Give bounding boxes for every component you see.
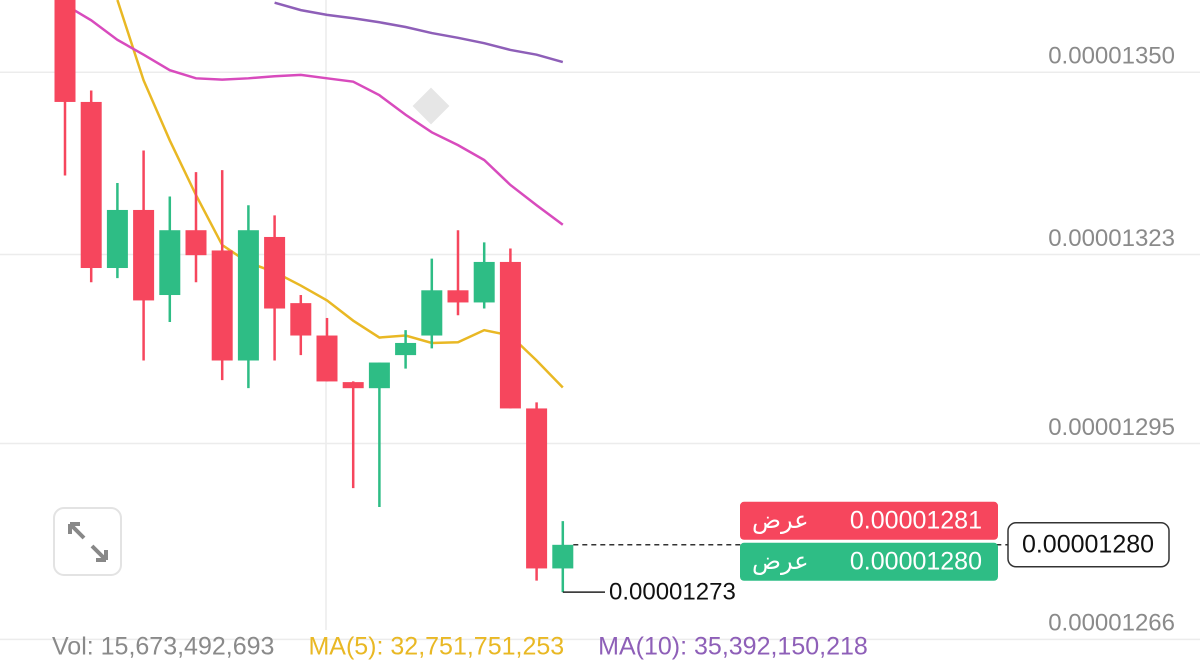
ma-line <box>274 1 564 64</box>
y-tick-label: 0.00001266 <box>1048 610 1175 637</box>
y-tick-label: 0.00001295 <box>1048 414 1175 441</box>
footer-stat: Vol: 15,673,492,693 <box>52 633 274 661</box>
order-price: 0.00001280 <box>850 547 982 575</box>
candle-body <box>447 290 469 303</box>
watermark-logo <box>412 87 450 125</box>
order-side: عرض <box>752 548 809 575</box>
candle-body <box>290 303 312 336</box>
y-tick-label: 0.00001323 <box>1048 225 1175 252</box>
ma-line <box>116 0 564 389</box>
candle-body <box>395 342 417 356</box>
ma-line <box>64 3 564 226</box>
candle-body <box>264 236 286 309</box>
candle-body <box>368 362 390 389</box>
candle-body <box>526 408 548 569</box>
candle-body <box>473 261 495 303</box>
candle-body <box>237 230 259 361</box>
candle-body <box>133 209 155 301</box>
candle-body <box>342 382 364 389</box>
candle-body <box>211 250 233 361</box>
low-label: 0.00001273 <box>609 578 736 605</box>
order-label-box <box>740 501 998 540</box>
candle-body <box>106 209 128 269</box>
current-price-box <box>1007 522 1170 568</box>
candle-body <box>316 335 338 382</box>
candle-body <box>499 261 521 409</box>
candle-body <box>159 230 181 296</box>
candle-body <box>185 230 207 256</box>
footer-stat: MA(10): 35,392,150,218 <box>598 633 868 661</box>
candle-body <box>552 544 574 569</box>
order-label-box <box>740 542 998 581</box>
expand-button[interactable] <box>53 507 122 576</box>
current-price: 0.00001280 <box>1022 530 1154 558</box>
candle-body <box>421 290 443 336</box>
candle-body <box>80 101 102 269</box>
y-tick-label: 0.00001350 <box>1048 43 1175 70</box>
candle-body <box>54 0 76 102</box>
footer-stat: MA(5): 32,751,751,253 <box>308 633 564 661</box>
order-price: 0.00001281 <box>850 506 982 534</box>
order-side: عرض <box>752 507 809 534</box>
